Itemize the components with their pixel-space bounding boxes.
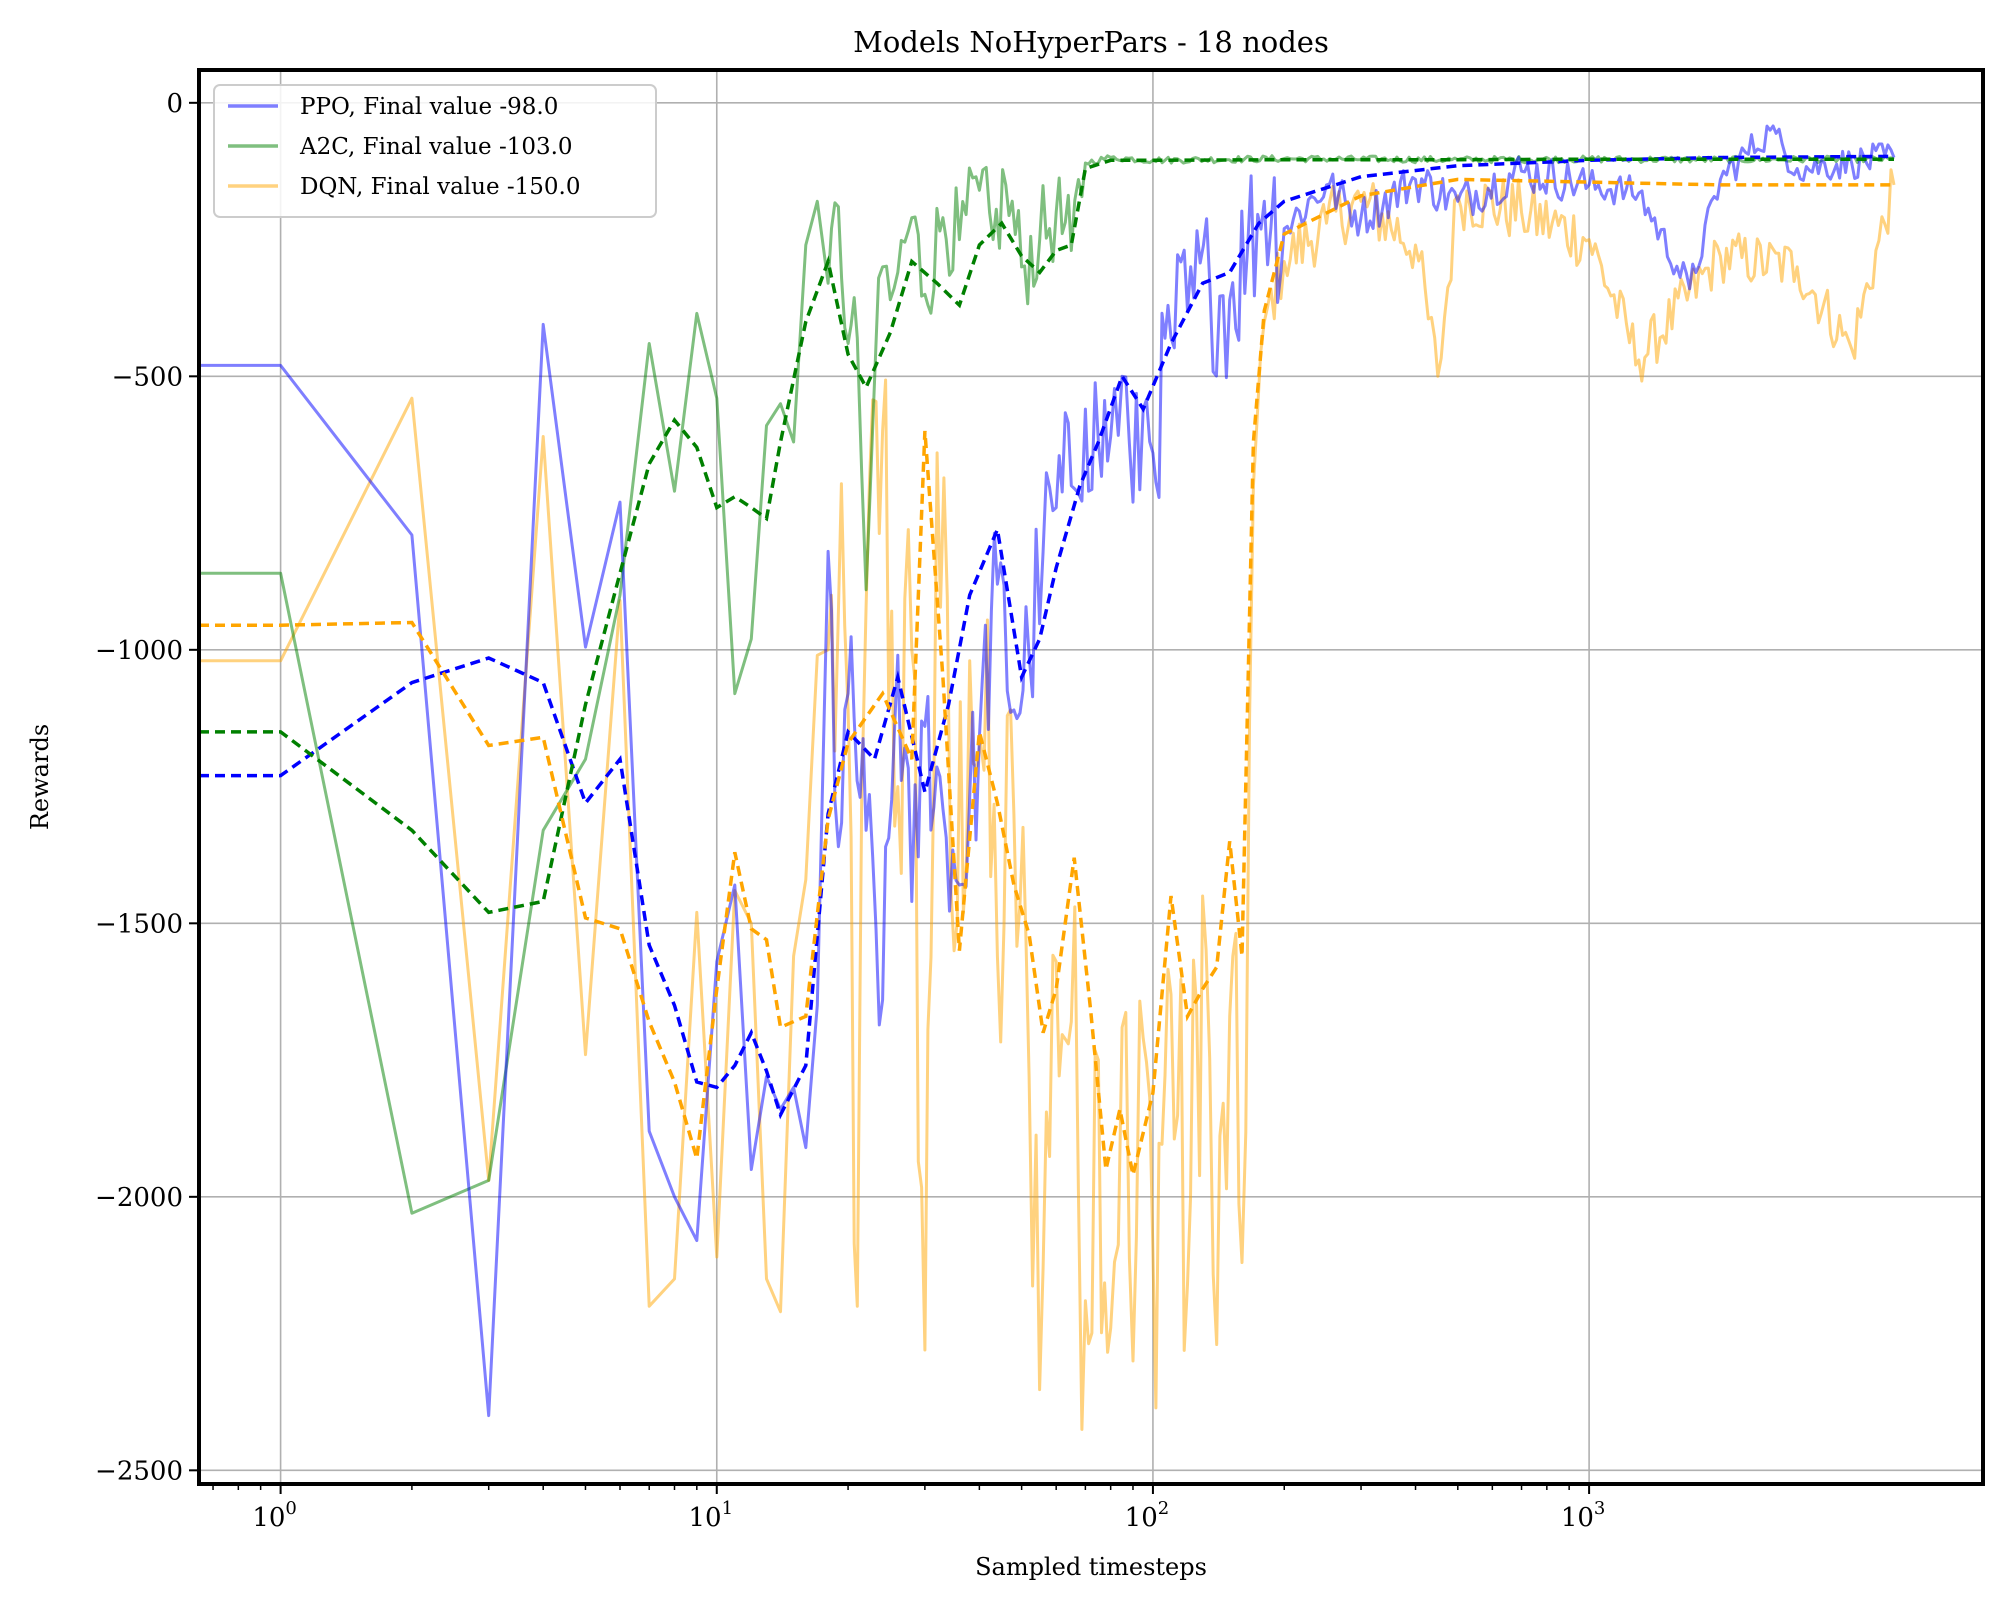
y-axis-ticks: 0 −500 −1000 −1500 −2000 −2500 bbox=[95, 89, 199, 1486]
series-smoothed-line-dqn bbox=[199, 177, 1894, 1176]
legend-label: A2C, Final value -103.0 bbox=[299, 134, 573, 160]
grid-lines bbox=[199, 70, 1983, 1484]
plot-frame bbox=[197, 68, 1985, 1486]
legend-box bbox=[213, 84, 657, 218]
series-raw-line-ppo bbox=[199, 124, 1896, 1418]
legend-label: DQN, Final value -150.0 bbox=[300, 174, 581, 200]
series-raw-line-dqn bbox=[199, 168, 1896, 1431]
legend: PPO, Final value -98.0 A2C, Final value -… bbox=[213, 84, 657, 218]
series-smoothed-line-a2c bbox=[199, 157, 1894, 915]
y-tick-label: −1000 bbox=[95, 636, 183, 666]
series-smoothed-line-ppo bbox=[199, 154, 1895, 1120]
series-lines bbox=[199, 124, 1896, 1431]
x-tick-label: 101 bbox=[688, 1498, 733, 1533]
chart-title: Models NoHyperPars - 18 nodes bbox=[853, 25, 1329, 59]
x-tick-label: 103 bbox=[1561, 1498, 1606, 1533]
y-tick-label: −500 bbox=[112, 362, 183, 392]
legend-label: PPO, Final value -98.0 bbox=[300, 94, 558, 120]
y-tick-label: −2500 bbox=[95, 1456, 183, 1486]
x-tick-label: 102 bbox=[1125, 1498, 1170, 1533]
y-tick-label: 0 bbox=[166, 89, 183, 119]
x-axis-ticks: 100 101 102 103 bbox=[212, 1484, 1606, 1533]
y-axis-label: Rewards bbox=[26, 724, 54, 830]
y-tick-label: −1500 bbox=[95, 909, 183, 939]
y-tick-label: −2000 bbox=[95, 1183, 183, 1213]
x-tick-label: 100 bbox=[252, 1498, 297, 1533]
x-axis-label: Sampled timesteps bbox=[975, 1553, 1207, 1581]
series-raw-line-a2c bbox=[199, 154, 1895, 1215]
